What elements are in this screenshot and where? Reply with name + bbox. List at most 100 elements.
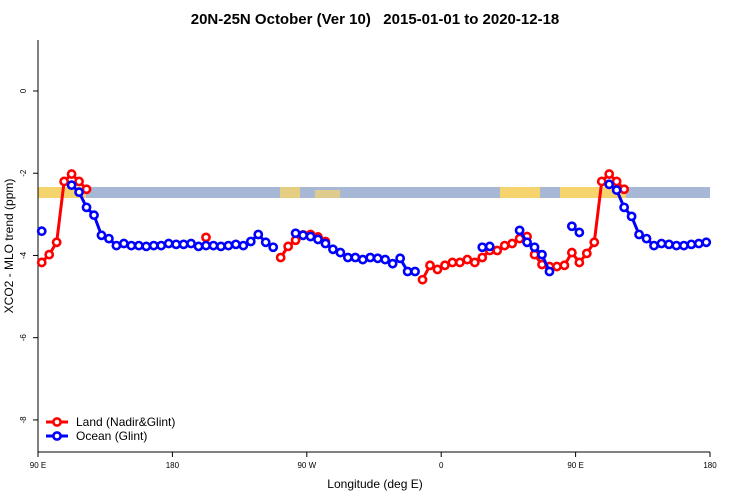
y-axis-label: XCO2 - MLO trend (ppm) <box>2 179 16 314</box>
x-axis-label: Longitude (deg E) <box>327 477 422 491</box>
data-point <box>611 176 622 187</box>
data-point <box>514 225 525 236</box>
data-point <box>320 238 331 249</box>
data-point <box>216 241 226 252</box>
legend-marker <box>52 417 62 427</box>
data-point <box>350 252 361 263</box>
data-point <box>238 240 249 251</box>
data-point <box>566 221 577 232</box>
data-point <box>36 226 47 237</box>
x-tick-label: 180 <box>703 461 717 470</box>
data-point <box>619 184 630 195</box>
data-point <box>36 257 47 268</box>
data-point <box>365 252 376 263</box>
data-point <box>74 176 84 187</box>
data-point <box>81 184 92 195</box>
data-point <box>111 240 122 251</box>
data-point <box>566 247 577 258</box>
data-point <box>559 260 570 271</box>
data-point <box>395 253 406 264</box>
data-point <box>507 238 518 249</box>
data-point <box>118 238 129 249</box>
data-point <box>81 202 92 213</box>
data-point <box>634 229 644 240</box>
data-point <box>499 240 510 251</box>
data-point <box>51 237 62 248</box>
data-point <box>671 240 682 251</box>
data-point <box>201 240 211 251</box>
data-point <box>260 237 271 248</box>
data-point <box>604 169 615 179</box>
data-point <box>469 257 480 268</box>
y-tick-label: -6 <box>19 334 28 342</box>
data-point <box>223 240 234 251</box>
data-point <box>133 240 144 251</box>
data-point <box>454 257 465 268</box>
legend-marker <box>52 431 62 441</box>
data-point <box>492 245 503 256</box>
data-point <box>163 238 174 249</box>
data-point <box>596 176 607 187</box>
data-point <box>89 210 99 221</box>
data-point <box>410 266 420 277</box>
data-point <box>686 239 697 250</box>
data-point <box>66 180 77 191</box>
data-point <box>552 261 562 272</box>
data-point <box>59 176 70 187</box>
data-point <box>574 257 585 268</box>
data-point <box>126 240 137 251</box>
data-point <box>432 264 443 275</box>
data-point <box>104 233 114 244</box>
data-point <box>66 169 77 179</box>
chart-title: 20N-25N October (Ver 10) 2015-01-01 to 2… <box>191 11 560 28</box>
data-point <box>141 241 152 252</box>
x-tick-label: 90 E <box>567 461 583 470</box>
data-point <box>253 229 264 240</box>
data-point <box>477 252 488 263</box>
data-point <box>537 249 547 260</box>
data-point <box>342 252 353 263</box>
data-point <box>268 242 279 253</box>
data-point <box>245 236 256 247</box>
data-point <box>574 227 585 238</box>
y-tick-label: -8 <box>19 416 28 424</box>
data-point <box>425 260 435 271</box>
legend-label: Ocean (Glint) <box>76 429 147 443</box>
data-point <box>649 240 659 251</box>
data-point <box>328 244 338 255</box>
data-point <box>447 257 458 268</box>
y-tick-label: -4 <box>19 251 28 259</box>
data-point <box>96 230 107 241</box>
data-point <box>178 239 189 250</box>
data-point <box>604 179 615 190</box>
data-point <box>74 187 84 198</box>
data-point <box>230 239 241 250</box>
data-point <box>589 237 600 248</box>
x-tick-label: 90 W <box>297 461 316 470</box>
data-point <box>678 240 689 251</box>
data-point <box>402 266 413 277</box>
data-point <box>380 254 391 265</box>
data-point <box>656 238 667 249</box>
data-point <box>544 266 555 277</box>
data-point <box>156 240 167 251</box>
data-point <box>44 249 55 260</box>
data-point <box>275 252 286 263</box>
data-point <box>626 211 637 222</box>
data-point <box>305 231 316 242</box>
data-point <box>313 234 323 245</box>
data-point <box>148 240 159 251</box>
x-tick-label: 90 E <box>30 461 46 470</box>
legend: Land (Nadir&Glint)Ocean (Glint) <box>46 415 175 443</box>
data-point <box>462 254 473 265</box>
data-point <box>581 248 592 259</box>
data-point <box>283 241 294 252</box>
y-tick-label: 0 <box>19 88 28 93</box>
data-point <box>193 241 204 252</box>
y-tick-label: -2 <box>19 169 28 177</box>
data-point <box>619 202 630 213</box>
data-point <box>298 230 308 241</box>
x-tick-label: 0 <box>439 461 444 470</box>
legend-label: Land (Nadir&Glint) <box>76 415 175 429</box>
